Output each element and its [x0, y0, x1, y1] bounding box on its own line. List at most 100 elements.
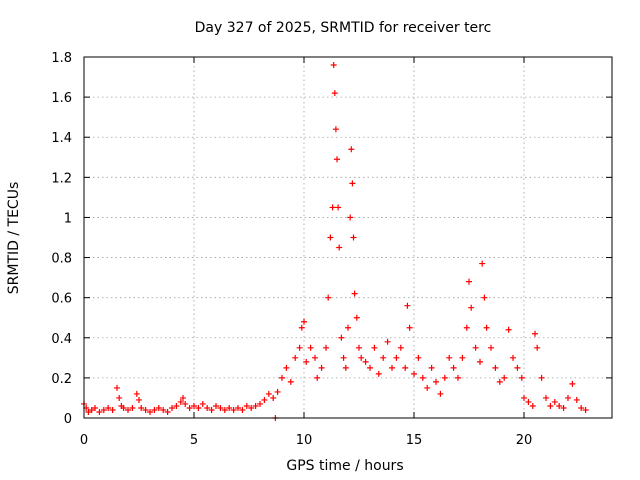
data-point — [332, 126, 339, 133]
y-tick-label: 1.2 — [51, 171, 72, 186]
data-point — [177, 398, 184, 405]
y-tick-label: 1.8 — [51, 51, 72, 66]
data-point — [446, 354, 453, 361]
data-point — [199, 400, 206, 407]
data-point — [116, 394, 123, 401]
data-point — [347, 214, 354, 221]
y-tick-label: 0.4 — [51, 332, 72, 347]
data-point — [325, 294, 332, 301]
data-point — [556, 402, 563, 409]
data-point — [371, 344, 378, 351]
data-point — [296, 344, 303, 351]
data-point — [375, 370, 382, 377]
data-point — [466, 278, 472, 285]
data-point — [543, 394, 549, 401]
data-point — [257, 400, 263, 407]
data-point — [129, 404, 136, 411]
data-point — [380, 354, 387, 361]
chart-title: Day 327 of 2025, SRMTID for receiver ter… — [195, 20, 492, 36]
data-point — [560, 404, 567, 411]
data-point — [155, 404, 162, 411]
data-point — [303, 358, 310, 365]
data-point — [133, 390, 140, 397]
data-point — [362, 358, 369, 365]
data-point — [505, 326, 512, 333]
data-point — [348, 146, 355, 153]
data-point — [138, 404, 145, 411]
data-point — [397, 344, 404, 351]
data-point — [389, 364, 395, 371]
data-point — [428, 364, 435, 371]
y-tick-label: 0.6 — [51, 292, 72, 307]
data-point — [173, 402, 180, 409]
data-point — [327, 234, 334, 241]
grid — [84, 57, 612, 418]
data-point — [96, 408, 103, 415]
x-tick-label: 20 — [516, 433, 533, 448]
data-point — [492, 364, 499, 371]
data-point — [455, 374, 461, 381]
axis-ticks: 0 0.2 0.4 0.6 0.8 1 1.2 1.4 1.6 1.8 0 5 10 15 20 — [51, 51, 612, 448]
data-point — [534, 344, 541, 351]
data-point — [367, 364, 373, 371]
x-tick-label: 10 — [296, 433, 313, 448]
data-point — [169, 404, 175, 411]
y-tick-label: 0.8 — [51, 252, 72, 267]
data-point — [329, 204, 336, 211]
data-point — [208, 406, 215, 413]
data-point — [195, 404, 202, 411]
data-point — [342, 364, 349, 371]
data-point — [424, 384, 431, 391]
data-point — [510, 354, 516, 361]
data-point — [147, 408, 153, 415]
data-point — [314, 374, 321, 381]
data-point — [532, 330, 538, 337]
data-point — [307, 344, 314, 351]
data-point — [186, 404, 193, 411]
data-point — [265, 390, 272, 397]
data-point — [109, 406, 116, 413]
data-point — [338, 334, 345, 341]
data-point — [521, 394, 527, 401]
data-point — [393, 354, 400, 361]
data-point — [411, 370, 417, 377]
data-point — [419, 374, 426, 381]
data-point — [459, 354, 466, 361]
data-point — [151, 406, 158, 413]
data-point — [472, 344, 479, 351]
data-point — [114, 384, 120, 391]
data-point — [525, 398, 532, 405]
data-point — [125, 406, 131, 413]
y-tick-label: 1 — [64, 211, 72, 226]
data-point — [345, 324, 351, 331]
data-point — [274, 388, 281, 395]
data-point — [261, 396, 268, 403]
data-point — [481, 294, 488, 301]
data-point — [406, 324, 413, 331]
data-point — [358, 354, 365, 361]
data-point — [248, 404, 255, 411]
data-point — [477, 358, 483, 365]
data-point — [283, 364, 290, 371]
data-point — [547, 402, 554, 409]
data-point — [182, 400, 189, 407]
data-point — [433, 378, 439, 385]
data-point — [85, 408, 92, 415]
data-point — [340, 354, 347, 361]
data-point — [402, 364, 409, 371]
data-point — [298, 324, 305, 331]
data-point — [213, 402, 219, 409]
data-point — [463, 324, 470, 331]
data-point — [204, 404, 211, 411]
data-point — [479, 260, 486, 267]
data-point — [270, 394, 277, 401]
data-point — [349, 180, 356, 187]
data-point — [335, 204, 342, 211]
y-tick-label: 1.6 — [51, 91, 72, 106]
data-point — [318, 364, 325, 371]
data-point — [356, 344, 362, 351]
data-point — [136, 396, 142, 403]
data-point — [191, 402, 197, 409]
data-point — [468, 304, 475, 311]
